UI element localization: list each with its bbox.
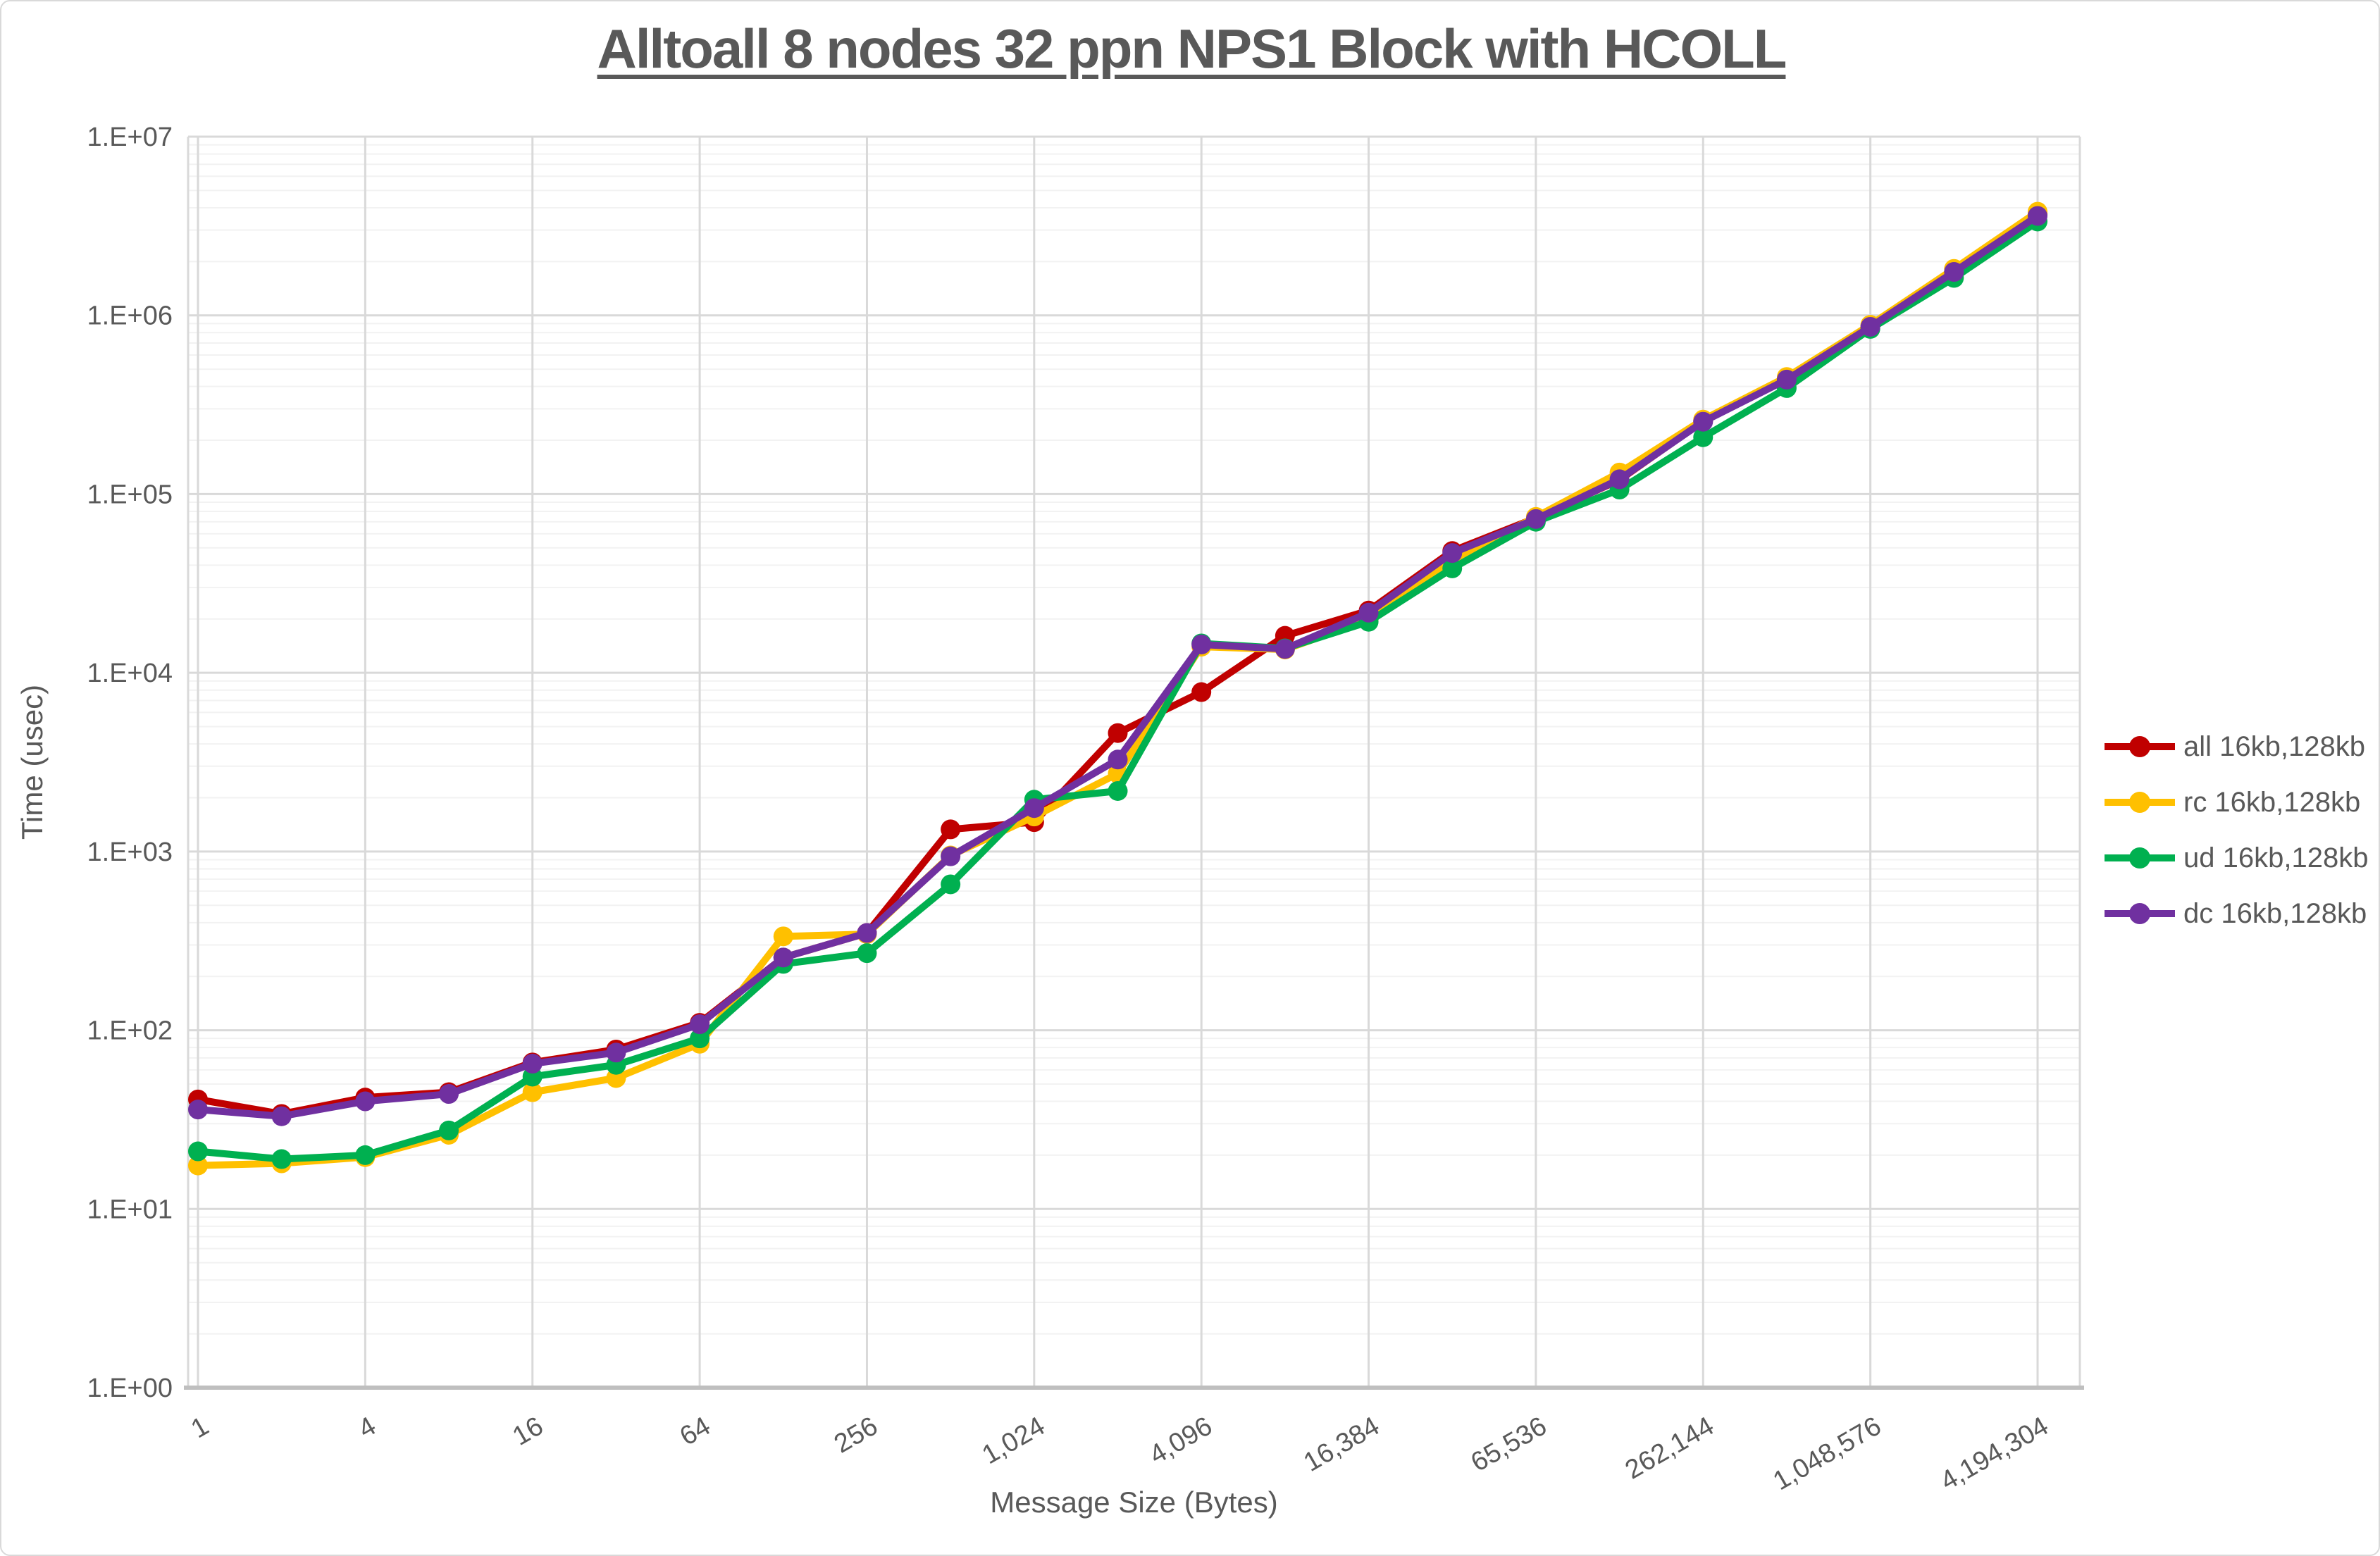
marker-all-2048 — [1108, 723, 1128, 743]
marker-dc-1 — [188, 1100, 208, 1120]
marker-dc-128 — [773, 947, 793, 968]
y-tick-label: 1.E+04 — [87, 659, 173, 688]
marker-ud-2 — [271, 1149, 292, 1169]
marker-dc-32768 — [1442, 543, 1463, 564]
x-tick-label: 1,048,576 — [1768, 1411, 1886, 1496]
marker-dc-131072 — [1609, 469, 1630, 490]
x-tick-label: 1,024 — [977, 1411, 1050, 1470]
marker-dc-16 — [522, 1054, 543, 1074]
legend-line-all-icon — [2105, 736, 2175, 757]
marker-dc-65536 — [1525, 509, 1546, 529]
legend-line-ud-icon — [2105, 847, 2175, 869]
marker-dc-512 — [941, 846, 961, 866]
legend-label-all: all 16kb,128kb — [2183, 730, 2365, 762]
y-tick-label: 1.E+02 — [87, 1016, 173, 1046]
marker-ud-4 — [355, 1145, 376, 1165]
marker-dc-4096 — [1191, 634, 1212, 654]
marker-dc-1048576 — [1860, 316, 1880, 337]
marker-dc-2097152 — [1944, 262, 1964, 282]
legend-item-dc: dc 16kb,128kb — [2105, 897, 2372, 930]
marker-dc-2048 — [1108, 749, 1128, 770]
marker-dc-8 — [439, 1084, 459, 1104]
marker-dc-64 — [690, 1014, 710, 1035]
marker-dc-4 — [355, 1091, 376, 1112]
marker-dc-16384 — [1358, 602, 1379, 623]
series-line-dc — [194, 212, 2041, 1120]
marker-ud-262144 — [1693, 427, 1713, 447]
marker-ud-256 — [857, 943, 877, 964]
x-tick-label: 4,194,304 — [1935, 1411, 2053, 1496]
legend-item-all: all 16kb,128kb — [2105, 730, 2372, 763]
x-tick-label: 4 — [354, 1411, 381, 1444]
legend-label-rc: rc 16kb,128kb — [2183, 786, 2361, 818]
legend-label-ud: ud 16kb,128kb — [2183, 842, 2369, 873]
y-tick-label: 1.E+01 — [87, 1195, 173, 1224]
x-tick-label: 256 — [829, 1411, 883, 1459]
x-tick-label: 1 — [186, 1411, 213, 1444]
marker-ud-32768 — [1442, 558, 1463, 578]
marker-dc-524288 — [1776, 369, 1797, 390]
y-tick-label: 1.E+03 — [87, 838, 173, 867]
legend-line-dc-icon — [2105, 903, 2175, 924]
marker-ud-64 — [690, 1028, 710, 1049]
y-tick-label: 1.E+00 — [87, 1374, 173, 1403]
legend-item-ud: ud 16kb,128kb — [2105, 842, 2372, 874]
marker-rc-128 — [773, 926, 793, 947]
x-tick-label: 64 — [675, 1411, 716, 1452]
y-tick-label: 1.E+07 — [87, 123, 173, 152]
marker-all-512 — [941, 819, 961, 840]
legend: all 16kb,128kb rc 16kb,128kb ud 16kb,128… — [2105, 730, 2372, 930]
marker-ud-8 — [439, 1120, 459, 1140]
y-axis-title: Time (usec) — [16, 685, 49, 840]
marker-ud-1 — [188, 1141, 208, 1162]
chart-title-text: Alltoall 8 nodes 32 ppn NPS1 Block with … — [597, 18, 1787, 80]
legend-label-dc: dc 16kb,128kb — [2183, 897, 2367, 929]
marker-all-4096 — [1191, 682, 1212, 702]
marker-ud-512 — [941, 874, 961, 895]
marker-ud-2048 — [1108, 780, 1128, 801]
marker-dc-32 — [606, 1042, 626, 1063]
marker-dc-4194304 — [2028, 206, 2047, 226]
marker-rc-16 — [522, 1082, 543, 1102]
x-axis-title: Message Size (Bytes) — [990, 1486, 1277, 1519]
x-tick-label: 262,144 — [1620, 1411, 1719, 1485]
x-tick-label: 4,096 — [1144, 1411, 1217, 1470]
chart-title: Alltoall 8 nodes 32 ppn NPS1 Block with … — [1, 17, 2379, 81]
y-tick-label: 1.E+06 — [87, 301, 173, 331]
marker-dc-1024 — [1024, 798, 1044, 819]
marker-dc-2 — [271, 1106, 292, 1126]
marker-dc-262144 — [1693, 411, 1713, 432]
x-tick-label: 16,384 — [1299, 1411, 1384, 1477]
y-tick-label: 1.E+05 — [87, 480, 173, 509]
marker-rc-1 — [188, 1155, 208, 1176]
marker-dc-8192 — [1275, 639, 1295, 659]
legend-line-rc-icon — [2105, 792, 2175, 813]
marker-dc-256 — [857, 923, 877, 943]
series-line-all — [194, 210, 2041, 1118]
x-tick-label: 16 — [508, 1411, 549, 1452]
x-tick-label: 65,536 — [1466, 1411, 1552, 1477]
legend-item-rc: rc 16kb,128kb — [2105, 786, 2372, 819]
